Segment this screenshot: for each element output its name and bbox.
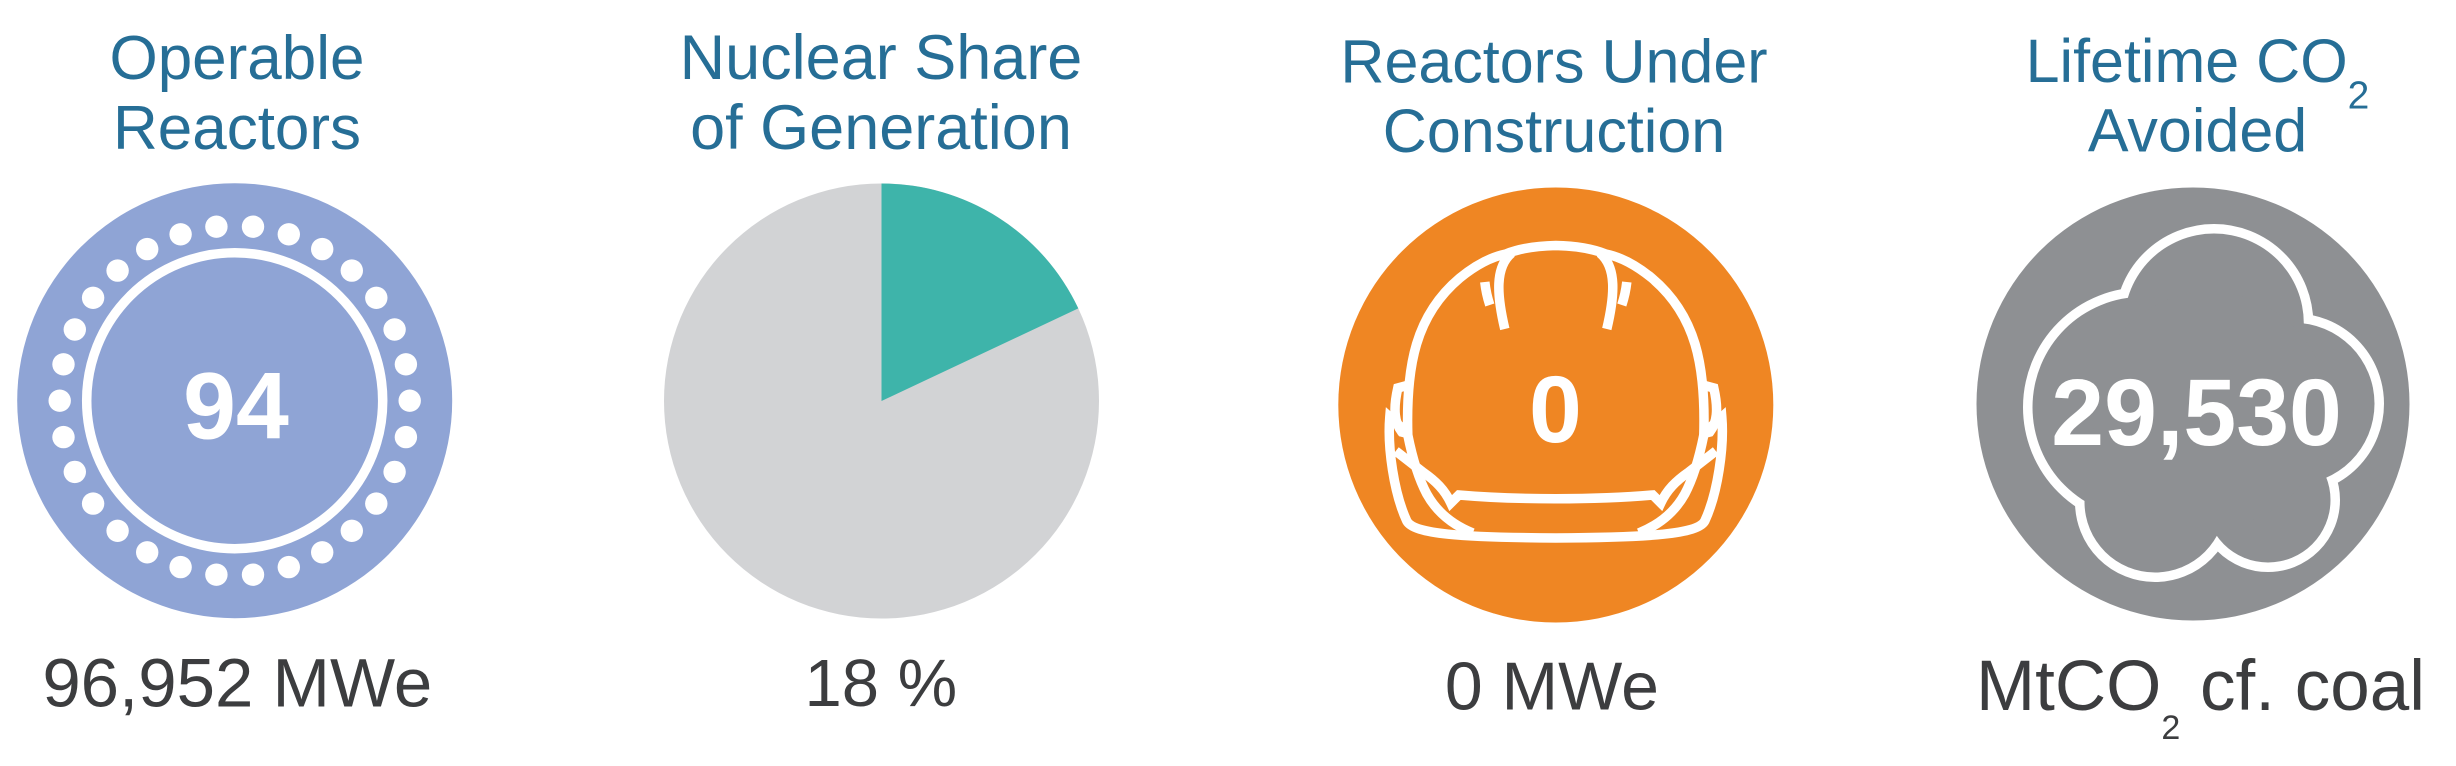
svg-text:29,530: 29,530 xyxy=(2051,360,2342,466)
svg-text:94: 94 xyxy=(183,353,289,459)
svg-text:Reactors: Reactors xyxy=(113,94,361,163)
svg-text:Avoided: Avoided xyxy=(2088,97,2307,165)
svg-text:Reactors Under: Reactors Under xyxy=(1340,28,1767,96)
svg-text:18 %: 18 % xyxy=(804,646,957,721)
svg-text:Operable: Operable xyxy=(109,24,364,93)
svg-text:Construction: Construction xyxy=(1383,97,1725,165)
svg-text:0: 0 xyxy=(1529,357,1582,463)
svg-text:of Generation: of Generation xyxy=(690,93,1072,163)
svg-text:Nuclear Share: Nuclear Share xyxy=(680,23,1083,93)
svg-text:96,952 MWe: 96,952 MWe xyxy=(42,645,432,722)
svg-text:0 MWe: 0 MWe xyxy=(1445,649,1659,725)
